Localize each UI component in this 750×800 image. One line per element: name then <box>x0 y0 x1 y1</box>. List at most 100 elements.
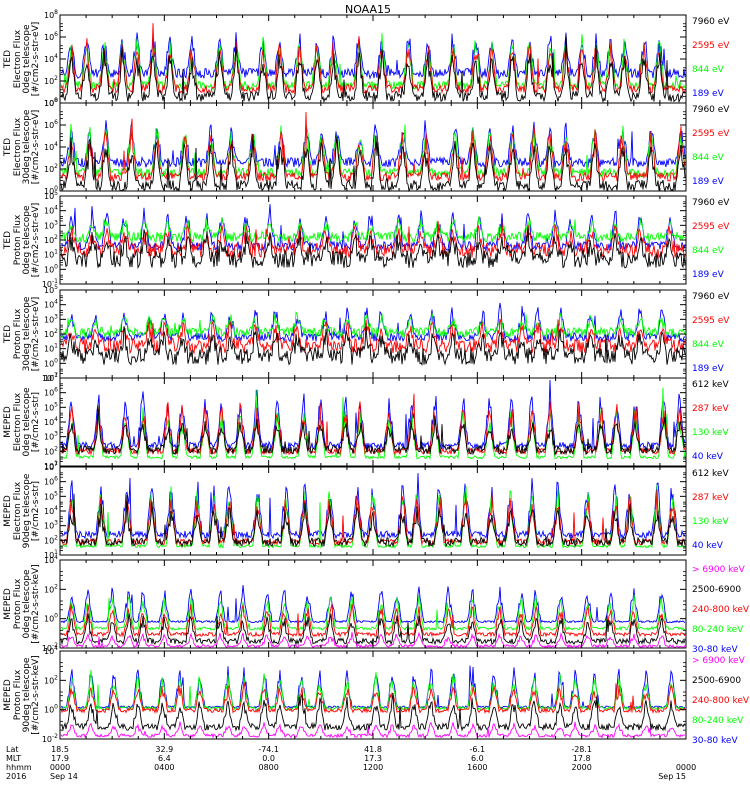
legend-entry: 40 keV <box>692 452 724 462</box>
y-tick-label: 10-1 <box>42 372 58 383</box>
legend-entry: > 6900 keV <box>692 565 746 575</box>
y-axis-label: TED <box>3 231 13 250</box>
series-trace-2 <box>60 594 685 632</box>
series-trace-1 <box>60 585 686 624</box>
series-trace-1 <box>60 302 685 343</box>
y-tick-label: 101 <box>44 343 58 354</box>
y-tick-label: 102 <box>44 534 58 545</box>
y-tick-label: 100 <box>44 185 58 196</box>
x-tick-label: 6.4 <box>158 754 171 763</box>
x-row-label: MLT <box>6 754 21 763</box>
y-tick-label: 100 <box>44 704 58 715</box>
legend-entry: 189 eV <box>692 89 725 99</box>
x-tick-label: 41.8 <box>364 745 382 754</box>
series-trace-3 <box>60 682 685 715</box>
y-tick-label: 105 <box>44 284 58 295</box>
legend-entry: 30-80 keV <box>692 736 738 746</box>
y-axis-label: Electron Flux <box>13 481 23 540</box>
x-tick-label: 2000 <box>571 763 591 772</box>
series-trace-4 <box>60 693 686 732</box>
legend-entry: 2595 eV <box>692 316 730 326</box>
x-row-label: 2016 <box>6 772 26 781</box>
y-axis-label: Electron Flux <box>13 392 23 451</box>
x-tick-label: Sep 14 <box>50 772 78 781</box>
panel-3: 10-1 100 101 102 103 104 105 TED Proton Flux 0deg… <box>3 190 730 289</box>
x-tick-label: 0.0 <box>262 754 275 763</box>
y-tick-label: 102 <box>44 583 58 594</box>
panel-1: 100 102 104 106 108 TED Electron Flux 0deg tele… <box>3 9 730 108</box>
y-axis-label: [#/cm2-s-str-keV] <box>31 655 41 734</box>
y-tick-label: 100 <box>44 263 58 274</box>
y-tick-label: 102 <box>44 234 58 245</box>
x-tick-label: -28.1 <box>571 745 592 754</box>
series-trace-4 <box>60 227 686 270</box>
series-trace-2 <box>60 215 686 244</box>
y-tick-label: 100 <box>44 357 58 368</box>
x-tick-label: 17.3 <box>364 754 382 763</box>
legend-entry: 844 eV <box>692 65 725 75</box>
y-tick-label: 10-2 <box>42 733 58 744</box>
y-tick-label: 104 <box>44 416 58 427</box>
x-tick-label: Sep 15 <box>658 772 686 781</box>
legend-entry: 612 keV <box>692 469 729 479</box>
y-tick-label: 100 <box>44 613 58 624</box>
y-axis-label: [#/cm2-s-str-eV] <box>31 203 41 278</box>
y-tick-label: 104 <box>44 645 58 656</box>
y-axis-label: 90deg telescope <box>22 473 32 548</box>
series-trace-2 <box>60 484 686 549</box>
y-axis-label: MEPED <box>3 406 13 438</box>
x-tick-label: 0000 <box>676 763 696 772</box>
y-axis-label: TED <box>3 138 13 157</box>
series-trace-4 <box>60 404 686 456</box>
legend-entry: 7960 eV <box>692 292 730 302</box>
legend-entry: 130 keV <box>692 428 729 438</box>
x-tick-label: -74.1 <box>258 745 279 754</box>
y-tick-label: 103 <box>44 313 58 324</box>
legend-entry: 844 eV <box>692 340 725 350</box>
y-tick-label: 104 <box>44 53 58 64</box>
y-axis-label: MEPED <box>3 679 13 711</box>
x-tick-label: 1200 <box>363 763 383 772</box>
series-trace-4 <box>60 133 686 193</box>
y-axis-label: [#/cm2-s-str] <box>31 481 41 541</box>
y-tick-label: 106 <box>44 31 58 42</box>
series-trace-3 <box>60 393 686 456</box>
y-tick-label: 10-1 <box>42 278 58 289</box>
series-trace-1 <box>60 379 686 451</box>
series-trace-3 <box>60 23 686 95</box>
y-tick-label: 101 <box>44 460 58 471</box>
y-tick-label: 104 <box>44 554 58 565</box>
panel-4: 10-1 100 101 102 103 104 105 TED Proton Flux 30de… <box>3 284 730 383</box>
y-tick-label: 104 <box>44 299 58 310</box>
legend-entry: 7960 eV <box>692 105 730 115</box>
legend-entry: 612 keV <box>692 380 729 390</box>
panel-2: 100 102 104 106 108 TED Electron Flux 30deg tel… <box>3 97 730 196</box>
y-axis-label: Proton Flux <box>13 669 23 720</box>
y-tick-label: 104 <box>44 205 58 216</box>
x-row-label: hhmm <box>6 763 32 772</box>
x-tick-label: 18.5 <box>51 745 69 754</box>
y-axis-label: Proton Flux <box>13 308 23 359</box>
series-trace-3 <box>60 220 686 260</box>
legend-entry: 130 keV <box>692 517 729 527</box>
panel-6: 101 102 103 104 105 106 107 MEPED Electron Flux 9… <box>3 461 729 560</box>
y-axis-label: 30deg telescope <box>22 109 32 184</box>
legend-entry: 189 eV <box>692 177 725 187</box>
y-axis-label: [#/cm2-s-str-eV] <box>31 110 41 185</box>
x-tick-label: -6.1 <box>470 745 486 754</box>
panel-7: 10-2 100 102 104 MEPED Proton Flux 0deg telesc… <box>3 554 750 655</box>
y-tick-label: 106 <box>44 119 58 130</box>
legend-entry: 80-240 keV <box>692 716 744 726</box>
legend-entry: 7960 eV <box>692 17 730 27</box>
y-axis-label: [#/cm2-s-str-eV] <box>31 22 41 97</box>
chart-title: NOAA15 <box>345 3 391 16</box>
x-tick-label: 6.0 <box>471 754 484 763</box>
series-trace-4 <box>60 493 686 548</box>
y-axis-label: Electron Flux <box>13 117 23 176</box>
y-axis-label: [#/cm2-s-str-eV] <box>31 297 41 372</box>
y-axis-label: 90deg telescope <box>22 657 32 732</box>
series-trace-4 <box>60 326 686 367</box>
y-axis-label: Proton Flux <box>13 578 23 629</box>
y-tick-label: 107 <box>44 461 58 472</box>
